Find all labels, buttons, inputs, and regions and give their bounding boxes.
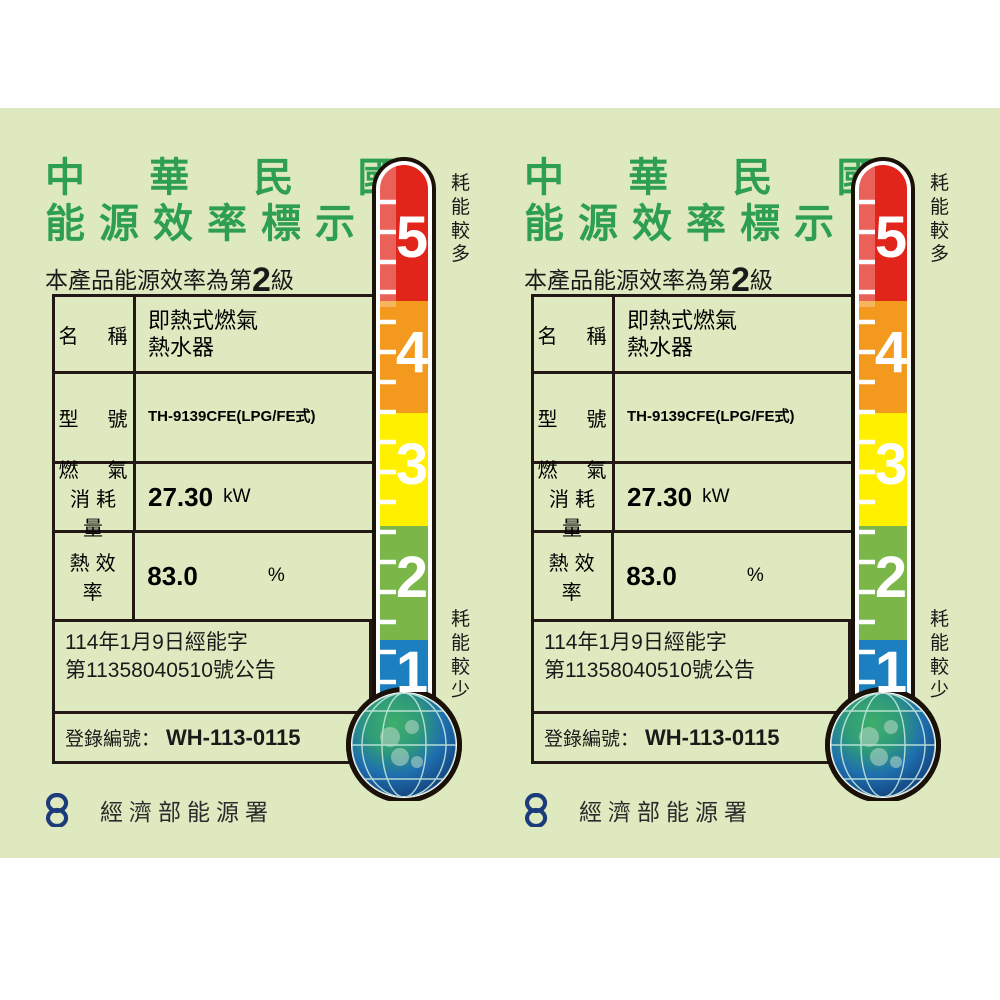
- svg-text:2: 2: [396, 545, 428, 610]
- svg-text:3: 3: [396, 432, 428, 497]
- svg-text:5: 5: [396, 205, 428, 270]
- svg-text:3: 3: [875, 432, 907, 497]
- svg-text:1: 1: [875, 640, 907, 705]
- svg-text:4: 4: [396, 320, 428, 385]
- svg-text:4: 4: [875, 320, 907, 385]
- svg-text:1: 1: [396, 640, 428, 705]
- svg-text:5: 5: [875, 205, 907, 270]
- svg-text:2: 2: [875, 545, 907, 610]
